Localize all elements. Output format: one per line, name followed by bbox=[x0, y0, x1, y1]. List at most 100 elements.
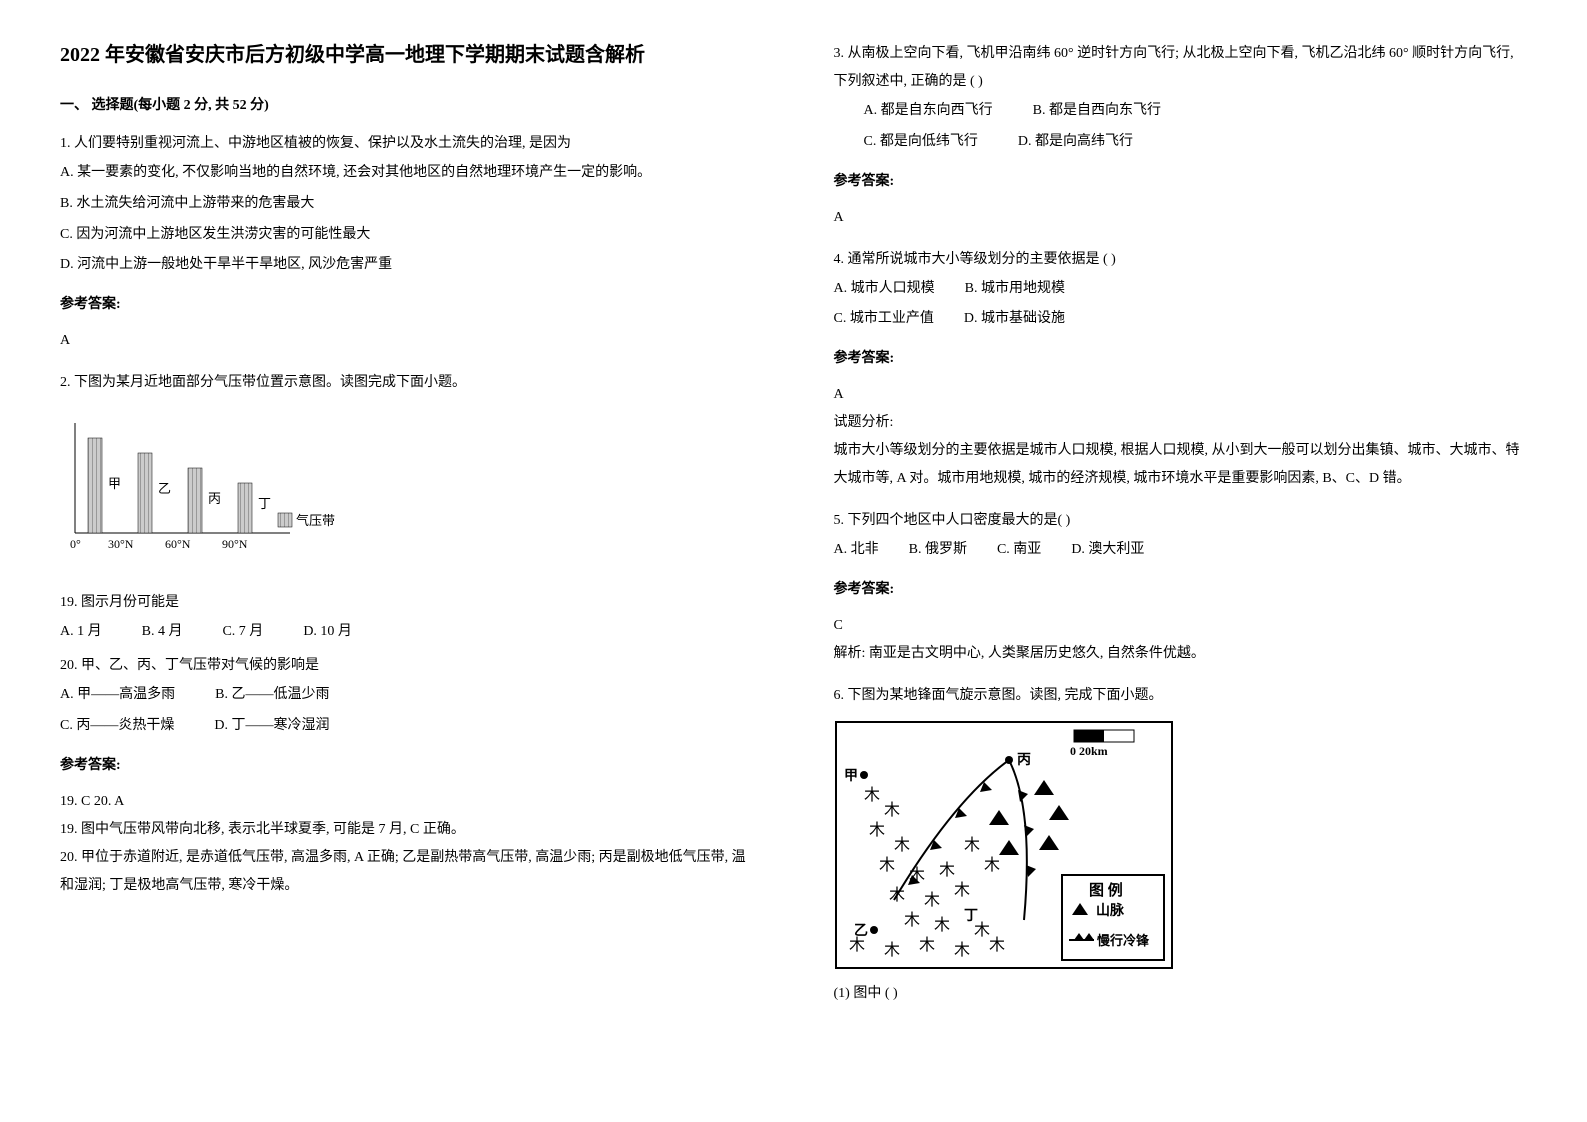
option-d: D. 河流中上游一般地处干旱半干旱地区, 风沙危害严重 bbox=[60, 250, 754, 281]
option-c: C. 城市工业产值 bbox=[834, 304, 934, 335]
option-a: A. 某一要素的变化, 不仅影响当地的自然环境, 还会对其他地区的自然地理环境产… bbox=[60, 158, 754, 189]
options-row: A. 都是自东向西飞行 B. 都是自西向东飞行 bbox=[864, 96, 1528, 127]
question-text: 3. 从南极上空向下看, 飞机甲沿南纬 60° 逆时针方向飞行; 从北极上空向下… bbox=[834, 40, 1528, 96]
option-c: C. 南亚 bbox=[997, 535, 1041, 566]
options-row: C. 丙——炎热干燥 D. 丁——寒冷湿润 bbox=[60, 711, 754, 742]
svg-text:⽊: ⽊ bbox=[889, 886, 905, 904]
option-a: A. 都是自东向西飞行 bbox=[864, 96, 993, 127]
sub-question-19: 19. 图示月份可能是 bbox=[60, 589, 754, 617]
point-jia: 甲 bbox=[844, 768, 858, 784]
sub-question-20: 20. 甲、乙、丙、丁气压带对气候的影响是 bbox=[60, 652, 754, 680]
option-d: D. 城市基础设施 bbox=[964, 304, 1065, 335]
bar-label-jia: 甲 bbox=[108, 476, 121, 491]
answer: A bbox=[834, 204, 1528, 232]
svg-text:⽊: ⽊ bbox=[884, 801, 900, 819]
page-title: 2022 年安徽省安庆市后方初级中学高一地理下学期期末试题含解析 bbox=[60, 40, 754, 70]
cyclone-map: 0 20km 丙 甲 乙 bbox=[834, 720, 1174, 970]
svg-text:⽊: ⽊ bbox=[909, 866, 925, 884]
svg-text:⽊: ⽊ bbox=[894, 836, 910, 854]
explanation-20: 20. 甲位于赤道附近, 是赤道低气压带, 高温多雨, A 正确; 乙是副热带高… bbox=[60, 844, 754, 900]
pressure-chart: 甲 乙 丙 丁 0° 30°N 60°N 90°N bbox=[60, 413, 754, 573]
analysis-label: 试题分析: bbox=[834, 409, 1528, 437]
legend-title: 图 例 bbox=[1089, 881, 1123, 899]
option-c: C. 丙——炎热干燥 bbox=[60, 711, 174, 742]
question-text: 1. 人们要特别重视河流上、中游地区植被的恢复、保护以及水土流失的治理, 是因为 bbox=[60, 130, 754, 158]
option-a: A. 北非 bbox=[834, 535, 879, 566]
svg-text:⽊: ⽊ bbox=[864, 786, 880, 804]
explanation-19: 19. 图中气压带风带向北移, 表示北半球夏季, 可能是 7 月, C 正确。 bbox=[60, 816, 754, 844]
svg-text:⽊: ⽊ bbox=[849, 936, 865, 954]
option-d: D. 丁——寒冷湿润 bbox=[214, 711, 329, 742]
svg-text:⽊: ⽊ bbox=[934, 916, 950, 934]
option-d: D. 都是向高纬飞行 bbox=[1018, 127, 1133, 158]
option-c: C. 7 月 bbox=[222, 617, 263, 648]
svg-text:⽊: ⽊ bbox=[924, 891, 940, 909]
svg-text:⽊: ⽊ bbox=[904, 911, 920, 929]
question-text: 5. 下列四个地区中人口密度最大的是( ) bbox=[834, 507, 1528, 535]
answer: A bbox=[60, 327, 754, 355]
section-header: 一、 选择题(每小题 2 分, 共 52 分) bbox=[60, 94, 754, 114]
question-text: 2. 下图为某月近地面部分气压带位置示意图。读图完成下面小题。 bbox=[60, 369, 754, 397]
svg-text:⽊: ⽊ bbox=[964, 836, 980, 854]
answer-label: 参考答案: bbox=[834, 168, 1528, 196]
question-5: 5. 下列四个地区中人口密度最大的是( ) A. 北非 B. 俄罗斯 C. 南亚… bbox=[834, 507, 1528, 668]
page-container: 2022 年安徽省安庆市后方初级中学高一地理下学期期末试题含解析 一、 选择题(… bbox=[60, 40, 1527, 1022]
sub-question-1: (1) 图中 ( ) bbox=[834, 980, 1528, 1008]
option-a: A. 城市人口规模 bbox=[834, 274, 935, 305]
legend-mountain: 山脉 bbox=[1096, 902, 1125, 919]
question-text: 6. 下图为某地锋面气旋示意图。读图, 完成下面小题。 bbox=[834, 682, 1528, 710]
analysis: 解析: 南亚是古文明中心, 人类聚居历史悠久, 自然条件优越。 bbox=[834, 640, 1528, 668]
xlabel-0: 0° bbox=[70, 537, 81, 551]
svg-text:⽊: ⽊ bbox=[919, 936, 935, 954]
svg-text:⽊: ⽊ bbox=[879, 856, 895, 874]
legend-label: 气压带 bbox=[296, 513, 335, 528]
bar-label-ding: 丁 bbox=[258, 496, 271, 511]
options-row: A. 北非 B. 俄罗斯 C. 南亚 D. 澳大利亚 bbox=[834, 535, 1528, 566]
option-b: B. 都是自西向东飞行 bbox=[1033, 96, 1161, 127]
answer: A bbox=[834, 381, 1528, 409]
options-row: A. 1 月 B. 4 月 C. 7 月 D. 10 月 bbox=[60, 617, 754, 648]
chart-svg: 甲 乙 丙 丁 0° 30°N 60°N 90°N bbox=[60, 413, 340, 573]
right-column: 3. 从南极上空向下看, 飞机甲沿南纬 60° 逆时针方向飞行; 从北极上空向下… bbox=[834, 40, 1528, 1022]
svg-text:⽊: ⽊ bbox=[954, 941, 970, 959]
svg-text:⽊: ⽊ bbox=[984, 856, 1000, 874]
svg-text:⽊: ⽊ bbox=[989, 936, 1005, 954]
svg-text:⽊: ⽊ bbox=[884, 941, 900, 959]
options-row: A. 城市人口规模 B. 城市用地规模 bbox=[834, 274, 1528, 305]
answer-label: 参考答案: bbox=[60, 291, 754, 319]
bar-label-yi: 乙 bbox=[158, 481, 171, 496]
scale-label: 0 20km bbox=[1070, 744, 1108, 758]
options-row: C. 城市工业产值 D. 城市基础设施 bbox=[834, 304, 1528, 335]
legend-coldfront: 慢行冷锋 bbox=[1097, 933, 1150, 948]
point-bing: 丙 bbox=[1017, 752, 1031, 768]
option-b: B. 乙——低温少雨 bbox=[215, 680, 329, 711]
left-column: 2022 年安徽省安庆市后方初级中学高一地理下学期期末试题含解析 一、 选择题(… bbox=[60, 40, 754, 1022]
xlabel-90: 90°N bbox=[222, 537, 248, 551]
svg-text:⽊: ⽊ bbox=[974, 921, 990, 939]
svg-text:⽊: ⽊ bbox=[954, 881, 970, 899]
options-row: A. 甲——高温多雨 B. 乙——低温少雨 bbox=[60, 680, 754, 711]
option-d: D. 10 月 bbox=[303, 617, 352, 648]
svg-text:⽊: ⽊ bbox=[869, 821, 885, 839]
bar-label-bing: 丙 bbox=[208, 491, 221, 506]
option-b: B. 城市用地规模 bbox=[965, 274, 1065, 305]
question-3: 3. 从南极上空向下看, 飞机甲沿南纬 60° 逆时针方向飞行; 从北极上空向下… bbox=[834, 40, 1528, 232]
option-b: B. 俄罗斯 bbox=[909, 535, 967, 566]
answer: 19. C 20. A bbox=[60, 788, 754, 816]
option-a: A. 甲——高温多雨 bbox=[60, 680, 175, 711]
question-1: 1. 人们要特别重视河流上、中游地区植被的恢复、保护以及水土流失的治理, 是因为… bbox=[60, 130, 754, 355]
answer: C bbox=[834, 612, 1528, 640]
option-b: B. 4 月 bbox=[142, 617, 183, 648]
answer-label: 参考答案: bbox=[834, 345, 1528, 373]
xlabel-60: 60°N bbox=[165, 537, 191, 551]
option-c: C. 因为河流中上游地区发生洪涝灾害的可能性最大 bbox=[60, 220, 754, 251]
question-text: 4. 通常所说城市大小等级划分的主要依据是 ( ) bbox=[834, 246, 1528, 274]
question-4: 4. 通常所说城市大小等级划分的主要依据是 ( ) A. 城市人口规模 B. 城… bbox=[834, 246, 1528, 494]
svg-text:⽊: ⽊ bbox=[939, 861, 955, 879]
answer-label: 参考答案: bbox=[834, 576, 1528, 604]
option-a: A. 1 月 bbox=[60, 617, 102, 648]
question-6: 6. 下图为某地锋面气旋示意图。读图, 完成下面小题。 0 20km 丙 bbox=[834, 682, 1528, 1008]
option-d: D. 澳大利亚 bbox=[1071, 535, 1144, 566]
option-b: B. 水土流失给河流中上游带来的危害最大 bbox=[60, 189, 754, 220]
analysis: 城市大小等级划分的主要依据是城市人口规模, 根据人口规模, 从小到大一般可以划分… bbox=[834, 437, 1528, 493]
